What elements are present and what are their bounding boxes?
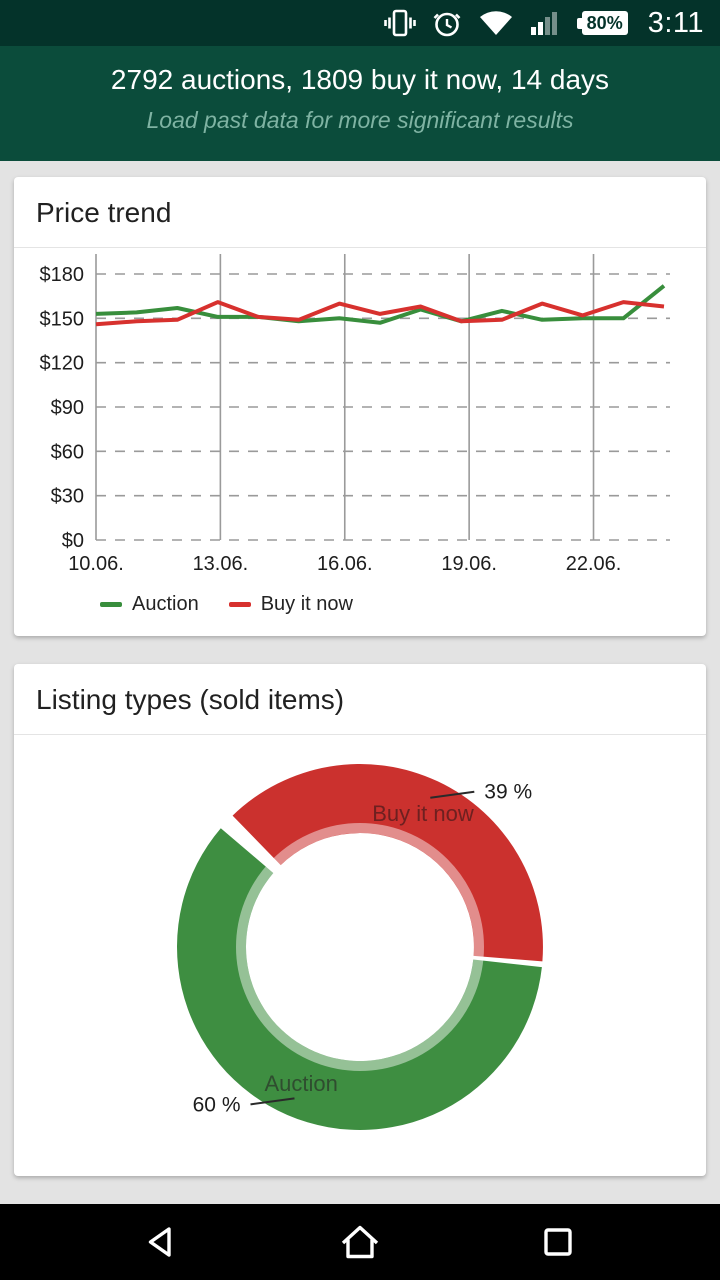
svg-text:$180: $180 [40,264,85,286]
svg-text:16.06.: 16.06. [317,553,373,575]
app-header: 2792 auctions, 1809 buy it now, 14 days … [0,46,720,161]
svg-text:$30: $30 [51,486,84,508]
legend-item: Buy it now [228,593,353,616]
svg-text:10.06.: 10.06. [68,553,124,575]
listing-types-title: Listing types (sold items) [36,684,345,715]
android-nav-bar [0,1204,720,1280]
legend-swatch [100,602,122,607]
price-trend-chart[interactable]: 10.06. 13.06. 16.06. 19.06. 22.06. $0 $30 $60 $9… [14,248,706,584]
home-icon [341,1225,379,1259]
svg-text:$120: $120 [40,353,85,375]
vibrate-icon [383,9,416,37]
slice-percentage: 60 % [193,1093,241,1116]
header-subtitle: Load past data for more significant resu… [146,107,574,133]
legend-item: Auction [100,593,199,616]
slice-label: Buy it now [372,801,474,826]
legend-label: Buy it now [260,593,353,615]
wifi-icon [478,9,514,37]
divider [14,247,706,248]
price-trend-card: Price trend 10.06. 13.06. 16.06. 19.06. 22.0… [14,177,706,636]
recents-button[interactable] [534,1204,582,1280]
clock-time: 3:11 [647,6,704,39]
svg-text:22.06.: 22.06. [566,553,622,575]
chart-legend: Auction Buy it now [14,589,706,636]
slice-percentage: 39 % [484,781,532,804]
donut-slice[interactable] [232,764,543,962]
svg-text:$90: $90 [51,397,84,419]
alarm-icon [432,9,462,37]
legend-swatch [228,602,251,607]
listing-types-card: Listing types (sold items) Buy it now 39 … [14,664,706,1176]
svg-text:19.06.: 19.06. [441,553,497,575]
home-button[interactable] [336,1204,384,1280]
status-bar: 80% 3:11 [0,0,720,46]
slice-label: Auction [265,1071,338,1096]
svg-text:$60: $60 [51,441,84,463]
svg-text:13.06.: 13.06. [193,553,249,575]
content-area: Price trend 10.06. 13.06. 16.06. 19.06. 22.0… [0,161,720,1204]
battery-icon: 80% [576,11,628,35]
price-trend-title: Price trend [36,197,172,228]
donut-slice[interactable] [177,828,542,1130]
back-icon [148,1227,171,1257]
listing-types-donut-chart[interactable]: Buy it now 39 % Auction 60 % [14,735,706,1171]
legend-label: Auction [132,593,199,615]
signal-icon [530,9,560,37]
divider [14,734,706,735]
back-button[interactable] [138,1204,186,1280]
recents-icon [544,1228,572,1256]
svg-text:$0: $0 [62,530,84,552]
svg-text:$150: $150 [40,308,85,330]
header-title: 2792 auctions, 1809 buy it now, 14 days [110,64,610,95]
